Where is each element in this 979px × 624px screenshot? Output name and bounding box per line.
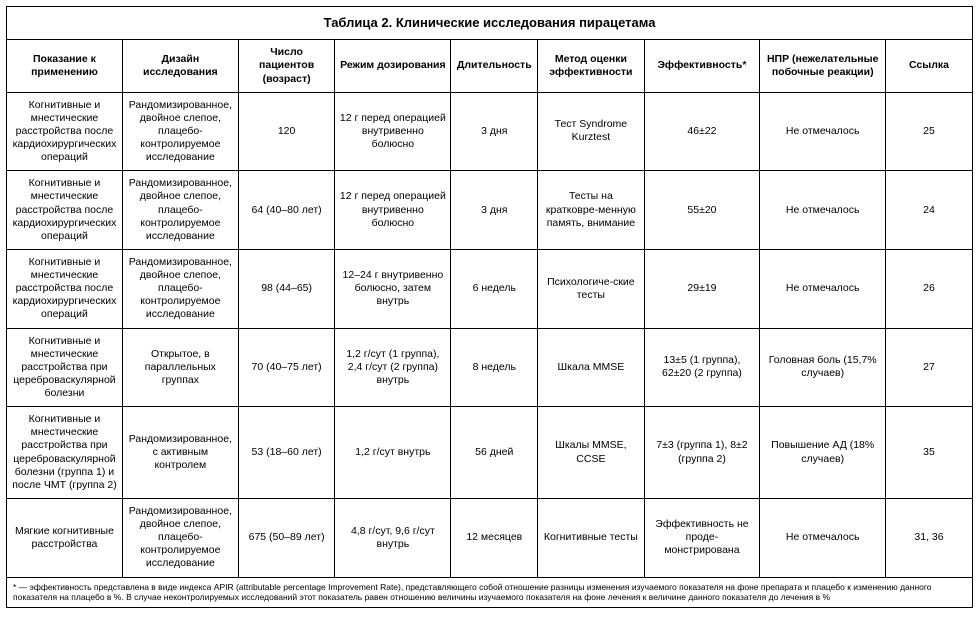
- cell-assessment: Шкала MMSE: [538, 328, 644, 407]
- cell-design: Рандомизированное, двойное слепое, плаце…: [122, 249, 238, 328]
- footnote-text: * — эффективность представлена в виде ин…: [7, 577, 973, 607]
- table-row: Мягкие когнитивные расстройства Рандомиз…: [7, 498, 973, 577]
- cell-efficacy: 7±3 (группа 1), 8±2 (группа 2): [644, 407, 760, 499]
- cell-design: Рандомизированное, с активным контролем: [122, 407, 238, 499]
- table-row: Когнитивные и мнестические расстройства …: [7, 171, 973, 250]
- header-adverse: НПР (нежелательные побочные реакции): [760, 40, 886, 92]
- cell-assessment: Тест Syndrome Kurztest: [538, 92, 644, 171]
- cell-dosing: 12–24 г внутривенно болюсно, затем внутр…: [335, 249, 451, 328]
- header-design: Дизайн исследования: [122, 40, 238, 92]
- cell-design: Рандомизированное, двойное слепое, плаце…: [122, 92, 238, 171]
- cell-dosing: 4,8 г/сут, 9,6 г/сут внутрь: [335, 498, 451, 577]
- cell-indication: Когнитивные и мнестические расстройства …: [7, 92, 123, 171]
- header-efficacy: Эффективность*: [644, 40, 760, 92]
- cell-ref: 25: [885, 92, 972, 171]
- header-indication: Показание к применению: [7, 40, 123, 92]
- cell-adverse: Не отмечалось: [760, 171, 886, 250]
- cell-patients: 64 (40–80 лет): [238, 171, 335, 250]
- table-title: Таблица 2. Клинические исследования пира…: [7, 7, 973, 40]
- cell-duration: 56 дней: [451, 407, 538, 499]
- cell-adverse: Не отмечалось: [760, 498, 886, 577]
- cell-patients: 53 (18–60 лет): [238, 407, 335, 499]
- cell-assessment: Шкалы MMSE, CCSE: [538, 407, 644, 499]
- cell-assessment: Психологиче-ские тесты: [538, 249, 644, 328]
- header-ref: Ссылка: [885, 40, 972, 92]
- cell-indication: Когнитивные и мнестические расстройства …: [7, 328, 123, 407]
- cell-efficacy: 55±20: [644, 171, 760, 250]
- table-row: Когнитивные и мнестические расстройства …: [7, 249, 973, 328]
- clinical-table: Таблица 2. Клинические исследования пира…: [6, 6, 973, 608]
- cell-indication: Когнитивные и мнестические расстройства …: [7, 407, 123, 499]
- table-row: Когнитивные и мнестические расстройства …: [7, 92, 973, 171]
- cell-design: Открытое, в параллельных группах: [122, 328, 238, 407]
- cell-efficacy: Эффективность не проде-монстрирована: [644, 498, 760, 577]
- cell-adverse: Головная боль (15,7% случаев): [760, 328, 886, 407]
- cell-design: Рандомизированное, двойное слепое, плаце…: [122, 171, 238, 250]
- cell-duration: 6 недель: [451, 249, 538, 328]
- header-assessment: Метод оценки эффективности: [538, 40, 644, 92]
- cell-duration: 3 дня: [451, 171, 538, 250]
- cell-efficacy: 29±19: [644, 249, 760, 328]
- cell-adverse: Повышение АД (18% случаев): [760, 407, 886, 499]
- title-row: Таблица 2. Клинические исследования пира…: [7, 7, 973, 40]
- cell-dosing: 12 г перед операцией внутривенно болюсно: [335, 171, 451, 250]
- cell-design: Рандомизированное, двойное слепое, плаце…: [122, 498, 238, 577]
- cell-ref: 27: [885, 328, 972, 407]
- cell-ref: 35: [885, 407, 972, 499]
- cell-indication: Когнитивные и мнестические расстройства …: [7, 249, 123, 328]
- cell-duration: 8 недель: [451, 328, 538, 407]
- cell-indication: Когнитивные и мнестические расстройства …: [7, 171, 123, 250]
- cell-adverse: Не отмечалось: [760, 249, 886, 328]
- cell-efficacy: 13±5 (1 группа), 62±20 (2 группа): [644, 328, 760, 407]
- cell-duration: 3 дня: [451, 92, 538, 171]
- cell-efficacy: 46±22: [644, 92, 760, 171]
- header-duration: Длительность: [451, 40, 538, 92]
- cell-assessment: Когнитивные тесты: [538, 498, 644, 577]
- cell-patients: 98 (44–65): [238, 249, 335, 328]
- cell-ref: 31, 36: [885, 498, 972, 577]
- cell-patients: 675 (50–89 лет): [238, 498, 335, 577]
- cell-dosing: 12 г перед операцией внутривенно болюсно: [335, 92, 451, 171]
- cell-ref: 24: [885, 171, 972, 250]
- cell-assessment: Тесты на кратковре-менную память, вниман…: [538, 171, 644, 250]
- page-container: { "title": "Таблица 2. Клинические иссле…: [0, 0, 979, 614]
- table-row: Когнитивные и мнестические расстройства …: [7, 407, 973, 499]
- header-row: Показание к применению Дизайн исследован…: [7, 40, 973, 92]
- footnote-row: * — эффективность представлена в виде ин…: [7, 577, 973, 607]
- cell-indication: Мягкие когнитивные расстройства: [7, 498, 123, 577]
- cell-ref: 26: [885, 249, 972, 328]
- header-dosing: Режим дозирования: [335, 40, 451, 92]
- cell-adverse: Не отмечалось: [760, 92, 886, 171]
- cell-duration: 12 месяцев: [451, 498, 538, 577]
- header-patients: Число пациентов (возраст): [238, 40, 335, 92]
- cell-dosing: 1,2 г/сут (1 группа), 2,4 г/сут (2 групп…: [335, 328, 451, 407]
- cell-patients: 120: [238, 92, 335, 171]
- cell-patients: 70 (40–75 лет): [238, 328, 335, 407]
- cell-dosing: 1,2 г/сут внутрь: [335, 407, 451, 499]
- table-row: Когнитивные и мнестические расстройства …: [7, 328, 973, 407]
